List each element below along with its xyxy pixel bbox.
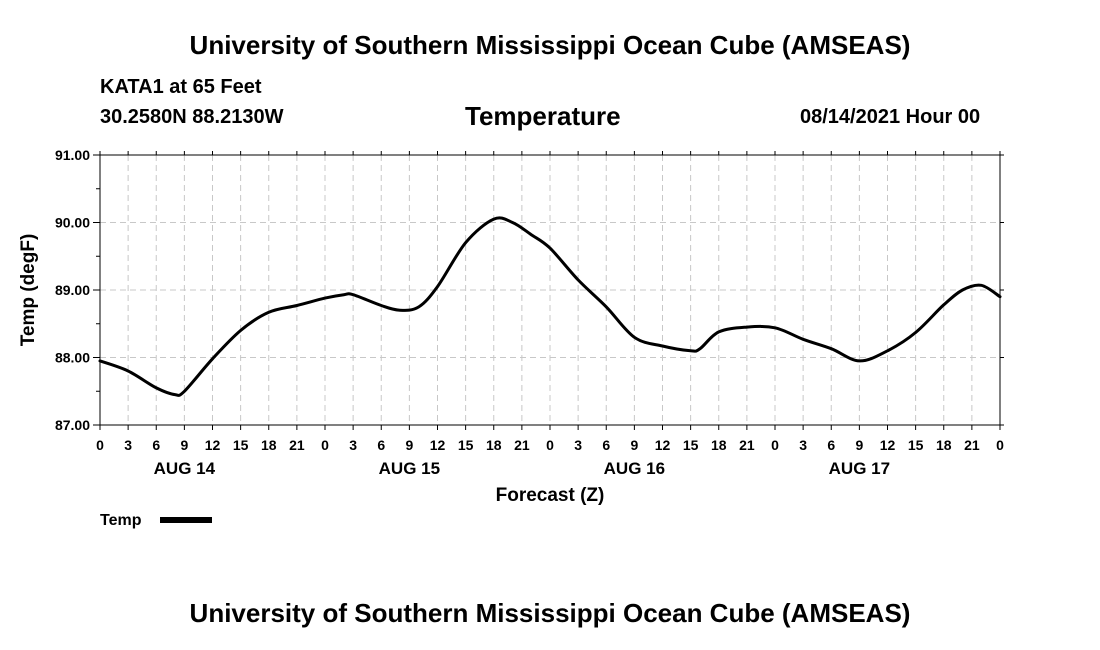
x-tick-label: 18	[936, 437, 952, 453]
station-coordinates: 30.2580N 88.2130W	[100, 106, 284, 128]
x-tick-label: 3	[799, 437, 807, 453]
x-tick-label: 0	[771, 437, 779, 453]
x-tick-label: 12	[880, 437, 896, 453]
x-tick-label: 9	[180, 437, 188, 453]
x-tick-label: 18	[261, 437, 277, 453]
footer-title: University of Southern Mississippi Ocean…	[189, 598, 911, 628]
x-tick-label: 15	[458, 437, 474, 453]
x-axis-title: Forecast (Z)	[496, 485, 605, 506]
x-tick-label: 15	[683, 437, 699, 453]
x-tick-label: 0	[996, 437, 1004, 453]
legend: Temp	[100, 512, 212, 529]
x-tick-label: 21	[289, 437, 305, 453]
x-tick-label: 21	[739, 437, 755, 453]
x-tick-label: 3	[349, 437, 357, 453]
x-tick-label: 9	[630, 437, 638, 453]
y-tick-labels: 87.00 88.00 89.00 90.00 91.00	[55, 147, 90, 433]
legend-label-temp: Temp	[100, 512, 142, 529]
x-tick-label: 9	[855, 437, 863, 453]
day-label: AUG 16	[604, 459, 665, 478]
x-tick-label: 0	[321, 437, 329, 453]
y-tick-label: 87.00	[55, 417, 90, 433]
x-tick-label: 21	[964, 437, 980, 453]
x-tick-label: 0	[96, 437, 104, 453]
x-tick-label: 3	[574, 437, 582, 453]
x-tick-label: 18	[486, 437, 502, 453]
x-tick-labels: 0 3 6 9 12 15 18 21 0 3 6 9 12 15 18 21 0 3 6 9 12 15 18 21 0 3 6 9…	[96, 437, 1004, 453]
y-tick-label: 91.00	[55, 147, 90, 163]
x-tick-label: 21	[514, 437, 530, 453]
x-tick-label: 15	[908, 437, 924, 453]
x-tick-label: 12	[655, 437, 671, 453]
x-tick-label: 15	[233, 437, 249, 453]
day-label: AUG 17	[829, 459, 890, 478]
legend-swatch-temp	[160, 517, 212, 523]
y-tick-label: 89.00	[55, 282, 90, 298]
x-tick-label: 18	[711, 437, 727, 453]
page-title: University of Southern Mississippi Ocean…	[189, 30, 911, 60]
day-labels: AUG 14 AUG 15 AUG 16 AUG 17	[154, 459, 890, 478]
series-line-temp	[98, 216, 1002, 397]
forecast-date: 08/14/2021 Hour 00	[800, 106, 981, 128]
x-tick-label: 3	[124, 437, 132, 453]
y-tick-label: 90.00	[55, 215, 90, 231]
x-tick-label: 6	[827, 437, 835, 453]
day-label: AUG 15	[379, 459, 440, 478]
x-tick-label: 6	[377, 437, 385, 453]
x-tick-label: 12	[205, 437, 221, 453]
day-label: AUG 14	[154, 459, 216, 478]
x-tick-label: 9	[405, 437, 413, 453]
chart-title: Temperature	[465, 101, 621, 131]
y-tick-label: 88.00	[55, 350, 90, 366]
axis-ticks	[93, 151, 1004, 430]
station-name: KATA1 at 65 Feet	[100, 76, 262, 98]
x-tick-label: 0	[546, 437, 554, 453]
x-tick-label: 6	[602, 437, 610, 453]
y-axis-title: Temp (degF)	[18, 234, 39, 347]
x-tick-label: 6	[152, 437, 160, 453]
grid-lines	[100, 155, 1000, 425]
x-tick-label: 12	[430, 437, 446, 453]
